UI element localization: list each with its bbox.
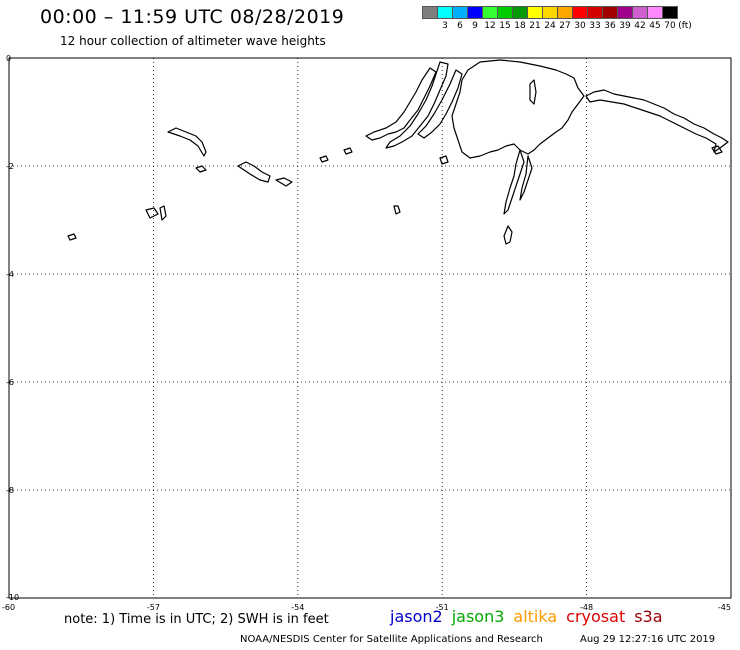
satellite-label: cryosat: [566, 607, 626, 626]
coastline-para-river: [503, 149, 525, 215]
legend-label: 6: [457, 21, 463, 31]
lon-tick-label: -51: [436, 603, 449, 612]
graticule-grid: [9, 58, 731, 598]
satellite-legend: jason2 jason3 altika cryosat s3a: [390, 607, 672, 626]
legend-swatches: [422, 6, 678, 19]
coastline-marajo: [451, 59, 585, 159]
coastline-west-lake: [67, 233, 77, 241]
lon-tick-label: -57: [147, 603, 160, 612]
legend-label: 3: [442, 21, 448, 31]
coastline-para-river: [519, 155, 533, 201]
legend-label: 30: [574, 21, 586, 31]
satellite-label: jason3: [451, 607, 505, 626]
coastline-islet: [439, 155, 449, 165]
coastline-islet: [319, 155, 329, 163]
map-frame: [8, 57, 732, 599]
coastline-marajo-lake: [529, 79, 537, 105]
legend-label: 33: [589, 21, 601, 31]
coastline-small-inlet: [711, 145, 723, 155]
coastline-west-lake: [195, 165, 207, 173]
legend-label: 39: [619, 21, 631, 31]
legend-label: 36: [604, 21, 616, 31]
lon-tick-label: -60: [2, 603, 15, 612]
coastline-islet: [343, 147, 353, 155]
coastline-amazon-islands: [385, 61, 449, 149]
lat-tick-label: -2: [6, 162, 14, 171]
coastline-west-lake: [275, 177, 293, 187]
generated-timestamp: Aug 29 12:27:16 UTC 2019: [580, 634, 716, 645]
lon-tick-label: -54: [291, 603, 304, 612]
legend-label: 15: [499, 21, 511, 31]
coastline-amazon-islands: [417, 69, 463, 139]
coastline-northeast: [585, 89, 729, 153]
legend-label: 9: [472, 21, 478, 31]
legend-label: 70: [664, 21, 676, 31]
legend-label: 27: [559, 21, 571, 31]
footer-note: note: 1) Time is in UTC; 2) SWH is in fe…: [64, 612, 329, 627]
coastline-amazon-islands: [365, 67, 437, 141]
legend-labels: 3 6 9 12 15 18 21 24 27 30 33 36 39 42 45 70 (ft): [422, 21, 692, 35]
map-subtitle: 12 hour collection of altimeter wave hei…: [60, 34, 326, 48]
satellite-label: jason2: [390, 607, 443, 626]
coastline-west-lake: [393, 205, 401, 215]
lat-tick-label: -10: [6, 593, 19, 602]
wave-height-legend: 3 6 9 12 15 18 21 24 27 30 33 36 39 42 45 70 (ft): [422, 6, 692, 35]
credit-line: NOAA/NESDIS Center for Satellite Applica…: [240, 634, 543, 645]
legend-swatch: [662, 6, 678, 19]
legend-label: 18: [514, 21, 526, 31]
lat-tick-label: 0: [6, 54, 11, 63]
legend-label: 45: [649, 21, 661, 31]
lat-tick-label: -4: [6, 270, 14, 279]
legend-unit: (ft): [678, 21, 692, 31]
coastline-west-lake: [159, 205, 167, 221]
coastline-west-lake: [167, 127, 207, 157]
coastline-tocantins: [503, 225, 513, 245]
lat-tick-label: -8: [6, 486, 14, 495]
coastline-west-lake: [145, 207, 159, 219]
coastline-west-lake: [237, 161, 271, 183]
satellite-label: altika: [513, 607, 558, 626]
lat-tick-label: -6: [6, 378, 14, 387]
lon-tick-label: -48: [580, 603, 593, 612]
map-title: 00:00 – 11:59 UTC 08/28/2019: [40, 6, 345, 28]
coastline: [67, 59, 729, 245]
legend-label: 24: [544, 21, 556, 31]
legend-label: 42: [634, 21, 646, 31]
lon-tick-label: -45: [718, 603, 731, 612]
legend-label: 12: [484, 21, 496, 31]
legend-label: 21: [529, 21, 541, 31]
axis-ticks: -60 -57 -54 -51 -48 -45 0 -2 -4 -6 -8 -10: [2, 54, 731, 612]
satellite-label: s3a: [634, 607, 663, 626]
